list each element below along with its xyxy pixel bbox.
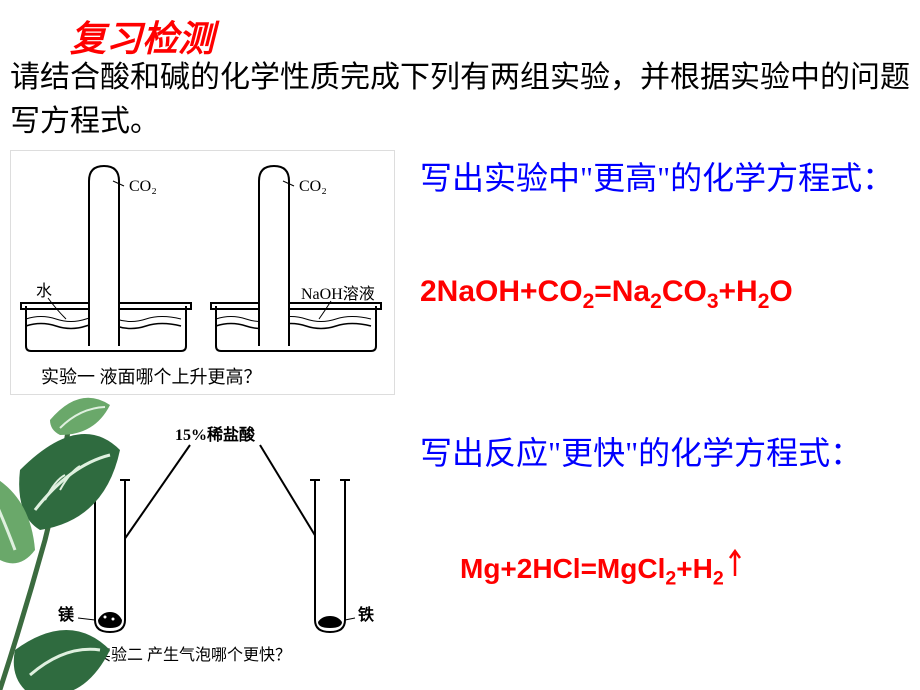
acid-label: 15%稀盐酸 bbox=[175, 425, 256, 444]
exp1-prompt: 写出实验中"更高"的化学方程式： bbox=[420, 155, 920, 201]
water-label: 水 bbox=[36, 282, 52, 300]
gas-arrow-icon bbox=[728, 550, 742, 578]
page-title: 复习检测 bbox=[70, 10, 214, 62]
exp2-prompt: 写出反应"更快"的化学方程式： bbox=[420, 430, 920, 476]
naoh-label: NaOH溶液 bbox=[301, 285, 375, 303]
instructions-text: 请结合酸和碱的化学性质完成下列有两组实验，并根据实验中的问题写方程式。 bbox=[10, 56, 910, 143]
exp2-equation-text: Mg+2HCl=MgCl2+H2 bbox=[460, 553, 724, 584]
exp1-equation: 2NaOH+CO2=Na2CO3+H2O bbox=[420, 275, 793, 314]
exp2-equation: Mg+2HCl=MgCl2+H2 bbox=[460, 550, 742, 591]
exp2-caption: 实验二 产生气泡哪个更快？ bbox=[95, 646, 291, 664]
co2-label-right: CO₂ bbox=[299, 178, 327, 195]
experiment1-diagram: CO₂ 水 CO₂ NaOH溶液 实验一 液面哪个上升更高？ bbox=[10, 150, 395, 395]
fe-label: 铁 bbox=[358, 605, 374, 624]
co2-label-left: CO₂ bbox=[129, 178, 157, 195]
exp1-caption: 实验一 液面哪个上升更高？ bbox=[41, 367, 262, 387]
experiment2-diagram: 15%稀盐酸 镁 铁 实验二 产生气泡哪个更快？ bbox=[50, 420, 400, 670]
mg-label: 镁 bbox=[58, 605, 74, 624]
